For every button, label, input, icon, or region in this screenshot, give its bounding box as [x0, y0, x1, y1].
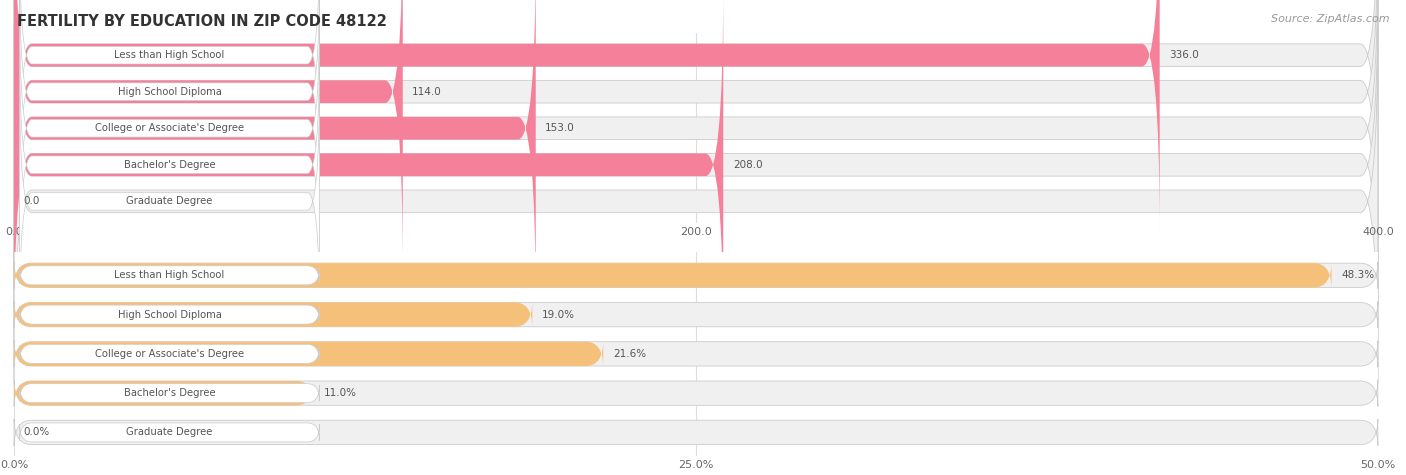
FancyBboxPatch shape	[14, 0, 1378, 270]
FancyBboxPatch shape	[14, 419, 1378, 446]
FancyBboxPatch shape	[14, 301, 1378, 328]
FancyBboxPatch shape	[14, 0, 1378, 307]
FancyBboxPatch shape	[20, 0, 319, 178]
Text: High School Diploma: High School Diploma	[118, 87, 222, 97]
Text: 153.0: 153.0	[546, 123, 575, 133]
Text: FERTILITY BY EDUCATION IN ZIP CODE 48122: FERTILITY BY EDUCATION IN ZIP CODE 48122	[17, 14, 387, 29]
FancyBboxPatch shape	[14, 0, 1160, 234]
FancyBboxPatch shape	[20, 384, 319, 403]
FancyBboxPatch shape	[14, 0, 1378, 343]
FancyBboxPatch shape	[14, 262, 1331, 289]
Text: Less than High School: Less than High School	[114, 270, 225, 280]
FancyBboxPatch shape	[20, 423, 319, 442]
Text: Bachelor's Degree: Bachelor's Degree	[124, 388, 215, 398]
FancyBboxPatch shape	[14, 380, 1378, 407]
Text: Less than High School: Less than High School	[114, 50, 225, 60]
FancyBboxPatch shape	[14, 262, 1378, 289]
FancyBboxPatch shape	[20, 344, 319, 363]
Text: College or Associate's Degree: College or Associate's Degree	[96, 349, 245, 359]
FancyBboxPatch shape	[14, 0, 1378, 234]
FancyBboxPatch shape	[20, 79, 319, 324]
Text: 19.0%: 19.0%	[541, 310, 575, 320]
Text: 21.6%: 21.6%	[613, 349, 645, 359]
Text: 0.0: 0.0	[24, 196, 39, 206]
Text: 11.0%: 11.0%	[323, 388, 357, 398]
FancyBboxPatch shape	[14, 0, 536, 307]
Text: 208.0: 208.0	[733, 160, 762, 170]
FancyBboxPatch shape	[20, 305, 319, 324]
FancyBboxPatch shape	[14, 0, 402, 270]
FancyBboxPatch shape	[14, 301, 533, 328]
Text: 48.3%: 48.3%	[1341, 270, 1374, 280]
FancyBboxPatch shape	[20, 266, 319, 285]
FancyBboxPatch shape	[14, 0, 723, 343]
Text: 0.0%: 0.0%	[24, 428, 49, 437]
Text: 336.0: 336.0	[1170, 50, 1199, 60]
Text: 114.0: 114.0	[412, 87, 441, 97]
Text: Bachelor's Degree: Bachelor's Degree	[124, 160, 215, 170]
Text: College or Associate's Degree: College or Associate's Degree	[96, 123, 245, 133]
FancyBboxPatch shape	[20, 42, 319, 287]
FancyBboxPatch shape	[20, 0, 319, 214]
Text: Graduate Degree: Graduate Degree	[127, 196, 212, 206]
FancyBboxPatch shape	[14, 341, 603, 367]
Text: High School Diploma: High School Diploma	[118, 310, 222, 320]
FancyBboxPatch shape	[14, 341, 1378, 367]
Text: Source: ZipAtlas.com: Source: ZipAtlas.com	[1271, 14, 1389, 24]
FancyBboxPatch shape	[14, 380, 314, 407]
FancyBboxPatch shape	[14, 23, 1378, 380]
Text: Graduate Degree: Graduate Degree	[127, 428, 212, 437]
FancyBboxPatch shape	[20, 6, 319, 251]
